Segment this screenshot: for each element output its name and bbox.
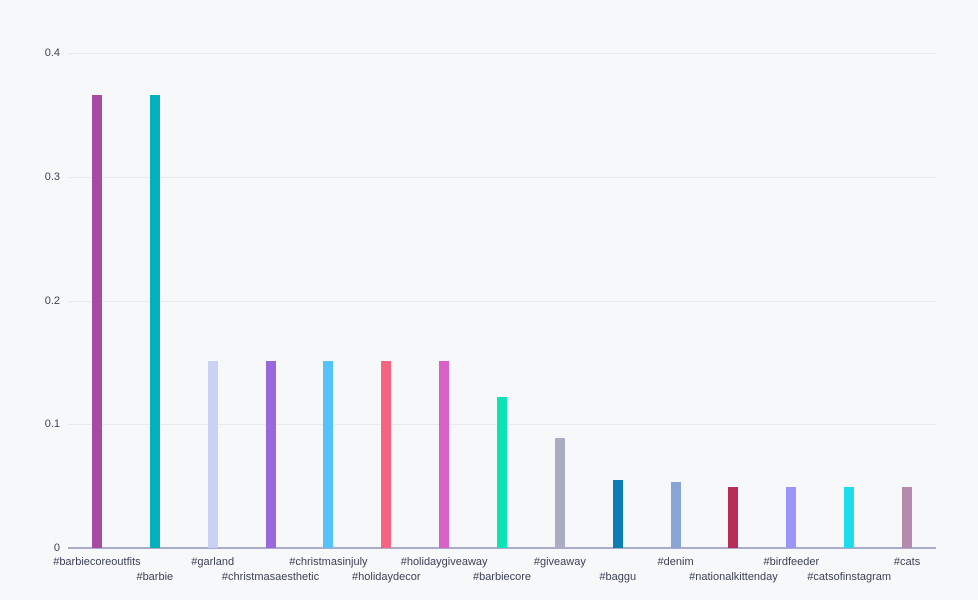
x-tick-label-birdfeeder: #birdfeeder (763, 556, 820, 568)
bar-catsofinstagram[interactable] (844, 487, 855, 548)
bar-holidaydecor[interactable] (381, 361, 392, 548)
bar-slot (415, 53, 473, 548)
x-tick-label-barbiecoreoutfits: #barbiecoreoutfits (53, 556, 141, 568)
x-tick-label-garland: #garland (191, 556, 235, 568)
y-tick-label: 0.4 (44, 47, 60, 59)
x-tick-label-christmasaesthetic: #christmasaesthetic (221, 571, 320, 583)
bar-holidaygiveaway[interactable] (439, 361, 450, 548)
bar-barbie[interactable] (149, 95, 160, 548)
x-tick-label-holidaydecor: #holidaydecor (352, 571, 421, 583)
x-axis-labels: #barbiecoreoutfits #barbie #garland #christ… (53, 549, 936, 589)
bar-denim[interactable] (670, 482, 681, 548)
bar-slot (820, 53, 878, 548)
bar-slot (299, 53, 357, 548)
x-tick-label-catsofinstagram: #catsofinstagram (807, 571, 892, 583)
y-tick-label: 0.1 (44, 418, 60, 431)
gridline (68, 176, 936, 178)
y-tick-label: 0.3 (44, 170, 60, 183)
bar-cats[interactable] (901, 487, 912, 548)
gridline (68, 53, 936, 54)
bar-nationalkittenday[interactable] (728, 487, 739, 548)
bar-slot (68, 53, 126, 548)
x-tick-label-cats: #cats (893, 556, 921, 568)
bar-baggu[interactable] (612, 479, 623, 548)
x-tick-label-baggu: #baggu (599, 571, 637, 583)
bar-slot (184, 53, 242, 548)
bar-slot (242, 53, 300, 548)
bar-barbiecoreoutfits[interactable] (91, 95, 102, 548)
x-tick-label-barbiecore: #barbiecore (472, 571, 532, 583)
x-axis-line (68, 547, 936, 549)
plot-area (68, 53, 936, 549)
bar-slot (589, 53, 647, 548)
bar-barbiecore[interactable] (496, 397, 507, 548)
x-tick-label-giveaway: #giveaway (533, 556, 586, 568)
x-tick-label-christmasinjuly: #christmasinjuly (289, 556, 368, 568)
bar-slot (126, 53, 184, 548)
bar-slot (704, 53, 762, 548)
x-tick-label-barbie: #barbie (136, 571, 174, 583)
bar-slot (762, 53, 820, 548)
bar-christmasinjuly[interactable] (323, 361, 334, 548)
x-tick-label-denim: #denim (657, 556, 694, 568)
bar-slot (473, 53, 531, 548)
x-tick-label-nationalkittenday: #nationalkittenday (689, 571, 778, 583)
bar-birdfeeder[interactable] (786, 487, 797, 548)
gridline (68, 300, 936, 302)
bar-garland[interactable] (207, 361, 218, 548)
bar-giveaway[interactable] (554, 437, 565, 548)
bar-slot (531, 53, 589, 548)
y-tick-label: 0.2 (44, 294, 60, 307)
y-tick-label: 0 (53, 542, 60, 554)
bar-christmasaesthetic[interactable] (265, 361, 276, 548)
bar-slot (878, 53, 936, 548)
bar-series (68, 53, 936, 548)
bar-slot (647, 53, 705, 548)
bar-slot (357, 53, 415, 548)
x-tick-label-holidaygiveaway: #holidaygiveaway (400, 556, 488, 568)
